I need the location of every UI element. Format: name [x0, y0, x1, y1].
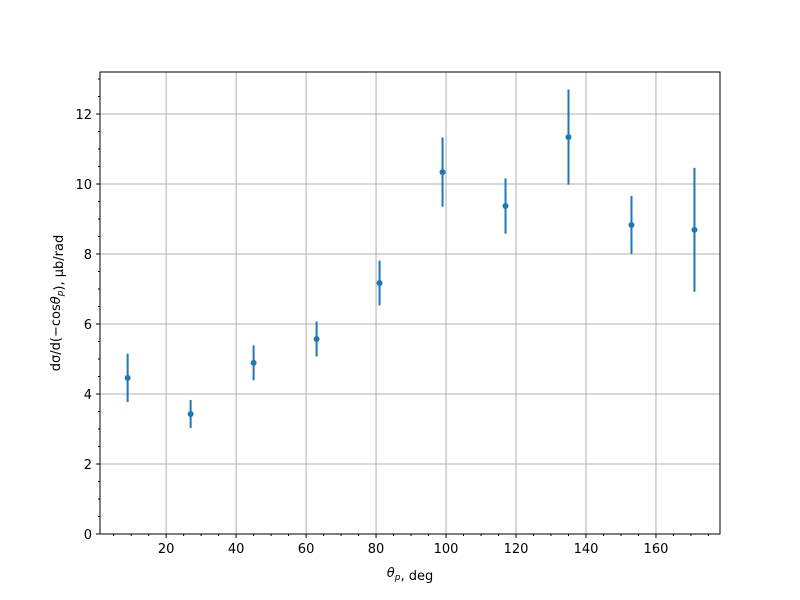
y-tick-label: 8 — [84, 248, 92, 263]
data-point — [313, 336, 320, 343]
data-point — [565, 134, 572, 141]
grid — [100, 72, 720, 535]
x-tick-label: 140 — [574, 542, 599, 557]
data-series — [124, 89, 698, 428]
data-point — [124, 374, 131, 381]
y-tick-label: 6 — [84, 318, 92, 333]
data-point — [628, 221, 635, 228]
y-tick-label: 4 — [84, 388, 92, 403]
data-point — [502, 203, 509, 210]
y-tick-label: 0 — [84, 528, 92, 543]
data-point — [187, 410, 194, 417]
x-tick-label: 80 — [368, 542, 385, 557]
x-tick-label: 40 — [228, 542, 245, 557]
x-tick-label: 20 — [158, 542, 175, 557]
data-point — [250, 359, 257, 366]
plot-frame — [99, 71, 721, 535]
data-point — [691, 226, 698, 233]
y-tick-label: 2 — [84, 458, 92, 473]
x-axis-label: θp, deg — [387, 566, 433, 584]
x-tick-label: 100 — [434, 542, 459, 557]
data-point — [376, 280, 383, 287]
x-tick-label: 60 — [298, 542, 315, 557]
y-tick-label: 12 — [75, 108, 92, 123]
x-tick-label: 160 — [644, 542, 669, 557]
y-tick-label: 10 — [75, 178, 92, 193]
x-tick-label: 120 — [504, 542, 529, 557]
y-axis-label: dσ/d(−cosθp), μb/rad — [49, 235, 67, 371]
ticks: 20 40 60 80 100 120 140 160 0 2 4 6 8 10 12 — [75, 78, 709, 557]
data-point — [439, 169, 446, 176]
